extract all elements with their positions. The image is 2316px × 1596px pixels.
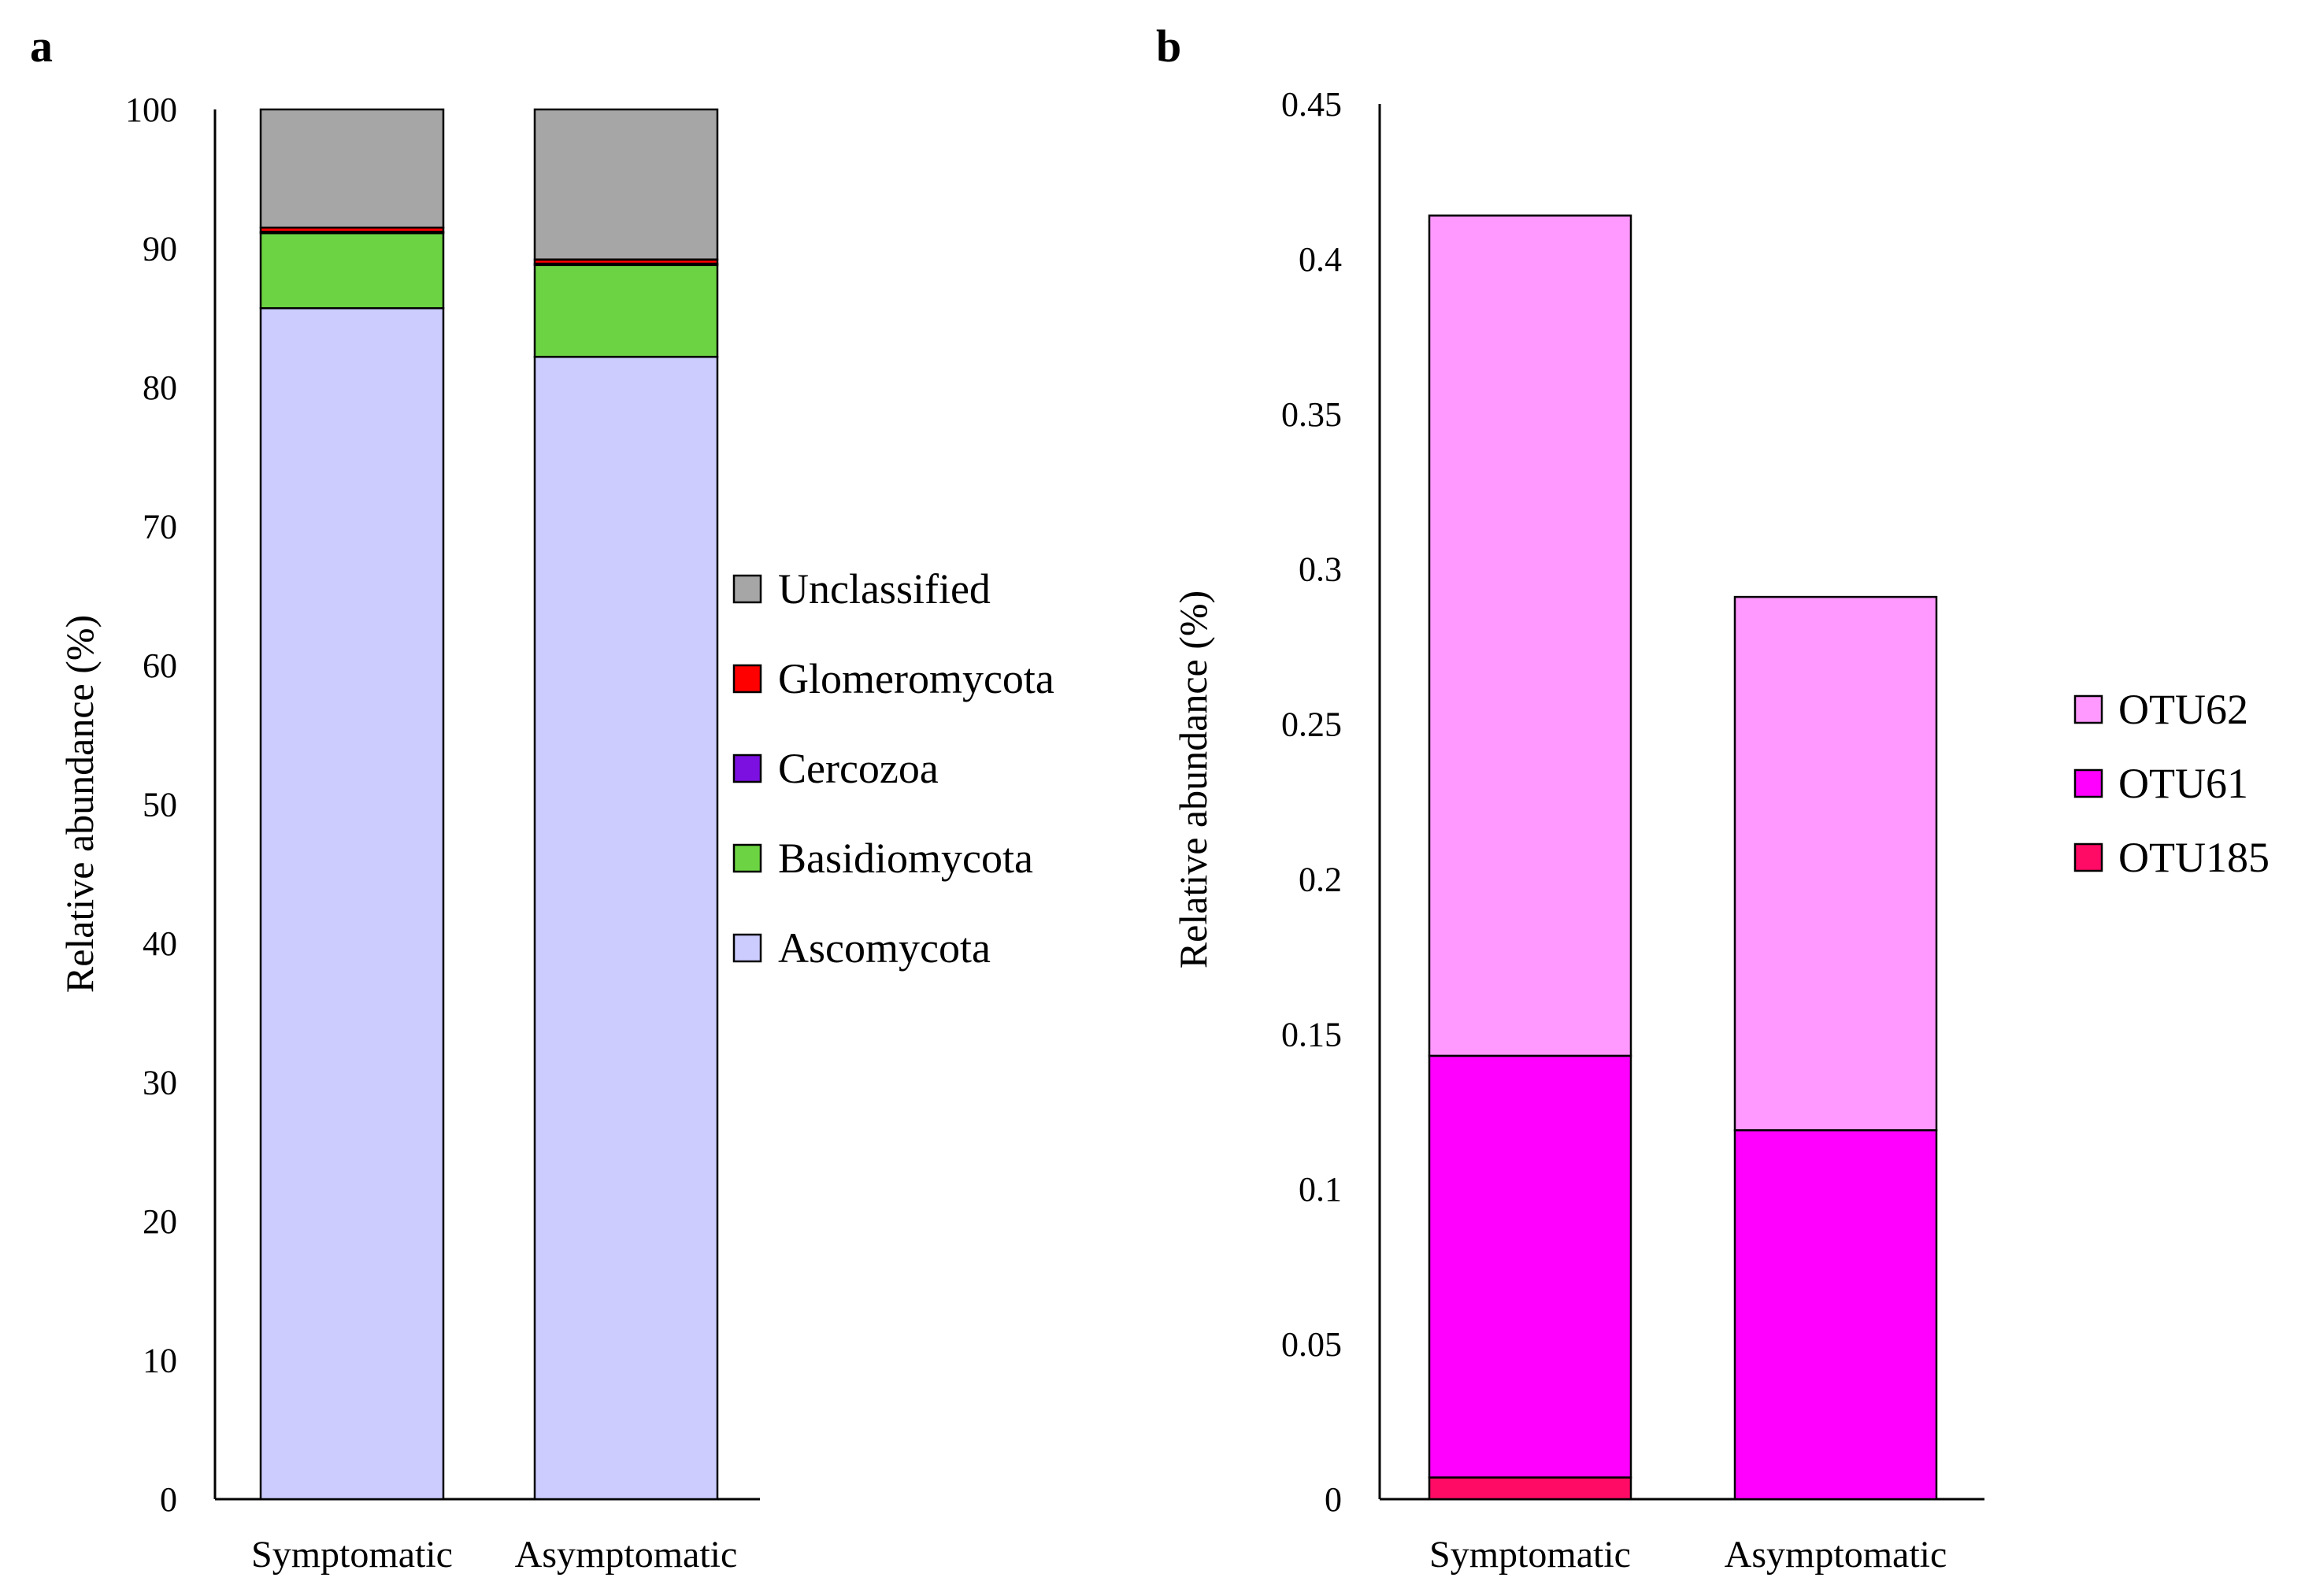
legend-label-ascomycota: Ascomycota (778, 924, 991, 972)
y-tick-label: 70 (143, 508, 177, 546)
legend-swatch-cercozoa (732, 754, 762, 783)
y-tick-label: 80 (143, 368, 177, 407)
legend-label-otu62: OTU62 (2118, 686, 2248, 733)
y-tick-label: 20 (143, 1202, 177, 1241)
y-tick-label: 0.2 (1299, 860, 1342, 898)
bar-ascomycota-symptomatic (259, 307, 445, 1501)
legend-swatch-otu185 (2073, 842, 2103, 872)
y-tick-label: 0.15 (1281, 1015, 1342, 1054)
bar-otu62-asymptomatic (1733, 595, 1938, 1131)
bar-basidiomycota-symptomatic (259, 231, 445, 309)
y-tick-label: 50 (143, 786, 177, 824)
legend-swatch-unclassified (732, 574, 762, 604)
y-axis-title: Relative abundance (%) (57, 615, 102, 993)
y-tick-label: 10 (143, 1342, 177, 1380)
y-tick-label: 0.35 (1281, 395, 1342, 434)
x-tick-label-symptomatic: Symptomatic (251, 1534, 453, 1576)
legend-label-otu185: OTU185 (2118, 834, 2270, 881)
bar-ascomycota-asymptomatic (533, 355, 719, 1501)
legend-label-cercozoa: Cercozoa (778, 745, 939, 792)
y-tick-label: 0.45 (1281, 85, 1342, 124)
y-tick-label: 40 (143, 924, 177, 963)
legend-swatch-otu62 (2073, 694, 2103, 724)
legend-swatch-otu61 (2073, 768, 2103, 798)
legend-label-basidiomycota: Basidiomycota (778, 835, 1033, 882)
panel-label-b: b (1156, 20, 1181, 72)
legend-swatch-ascomycota (732, 933, 762, 963)
bar-basidiomycota-asymptomatic (533, 264, 719, 358)
legend-label-unclassified: Unclassified (778, 565, 991, 613)
y-tick-label: 90 (143, 230, 177, 268)
y-tick-label: 0 (160, 1480, 177, 1519)
x-tick-label-asymptomatic: Asymptomatic (1725, 1534, 1947, 1576)
y-tick-label: 0.1 (1299, 1170, 1342, 1209)
bar-unclassified-symptomatic (259, 108, 445, 229)
y-tick-label: 0 (1325, 1480, 1342, 1519)
y-tick-label: 30 (143, 1064, 177, 1102)
bar-otu185-symptomatic (1428, 1476, 1632, 1501)
chart-panel-a: 0 10 20 30 40 50 60 70 80 90 100 Relative abundance… (57, 91, 1054, 1576)
y-axis-title: Relative abundance (%) (1171, 591, 1215, 968)
legend-swatch-basidiomycota (732, 843, 762, 873)
x-tick-label-asymptomatic: Asymptomatic (515, 1534, 738, 1576)
y-tick-label: 0.4 (1299, 240, 1342, 279)
y-tick-label: 60 (143, 646, 177, 685)
y-tick-label: 0.05 (1281, 1325, 1342, 1364)
y-tick-label: 0.25 (1281, 705, 1342, 744)
bar-unclassified-asymptomatic (533, 108, 719, 261)
bar-otu62-symptomatic (1428, 214, 1632, 1057)
y-tick-label: 0.3 (1299, 550, 1342, 589)
legend-label-glomeromycota: Glomeromycota (778, 655, 1054, 702)
chart-panel-b: 0 0.05 0.1 0.15 0.2 0.25 0.3 0.35 0.4 0.45 Relativ… (1171, 85, 2270, 1576)
bar-otu61-asymptomatic (1733, 1129, 1938, 1501)
bar-otu61-symptomatic (1428, 1054, 1632, 1479)
panel-label-a: a (30, 20, 53, 72)
legend-label-otu61: OTU61 (2118, 760, 2248, 807)
x-tick-label-symptomatic: Symptomatic (1429, 1534, 1631, 1576)
y-tick-label: 100 (125, 91, 177, 129)
legend-swatch-glomeromycota (732, 664, 762, 694)
